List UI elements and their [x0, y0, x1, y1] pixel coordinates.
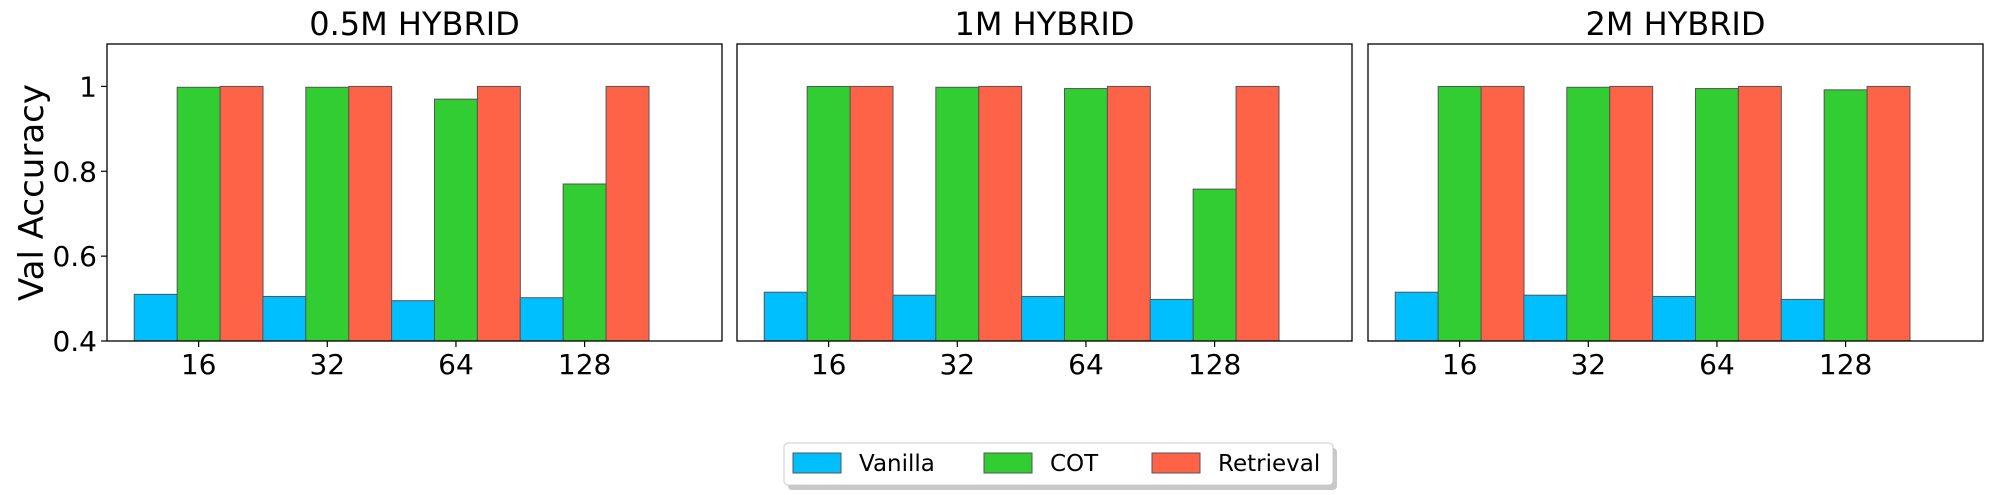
bar-vanilla-32: [1523, 294, 1568, 342]
x-tick-label: 16: [1442, 348, 1478, 381]
bar-cot-64: [1063, 88, 1108, 342]
bar-vanilla-64: [391, 300, 435, 342]
bar-vanilla-32: [262, 295, 307, 342]
bar-retrieval-128: [605, 85, 650, 342]
bar-retrieval-128: [1866, 85, 1911, 342]
bar-cot-16: [1437, 85, 1482, 342]
bar-cot-128: [1823, 89, 1868, 342]
bar-retrieval-32: [1609, 85, 1654, 342]
bar-cot-128: [562, 183, 607, 342]
bar-vanilla-16: [133, 293, 178, 342]
bar-cot-64: [1694, 88, 1739, 342]
bar-vanilla-128: [519, 297, 564, 342]
bar-vanilla-16: [1394, 291, 1439, 342]
legend-label-retrieval: Retrieval: [1218, 451, 1320, 477]
legend-label-cot: COT: [1050, 451, 1099, 477]
bar-retrieval-16: [1480, 85, 1525, 342]
bar-vanilla-64: [1652, 295, 1696, 342]
x-tick-label: 64: [438, 348, 474, 381]
plot-frame: [736, 43, 1353, 342]
legend-swatch-cot: [983, 452, 1033, 474]
chart-title: 0.5M HYBRID: [309, 5, 520, 43]
bar-retrieval-64: [1737, 85, 1782, 342]
x-tick-label: 32: [309, 348, 345, 381]
chart-panel-2: 1M HYBRID 16 32 64 128: [736, 5, 1353, 381]
x-tick-label: 128: [1188, 348, 1241, 381]
bar-cot-16: [176, 86, 221, 342]
x-tick-label: 64: [1699, 348, 1735, 381]
chart-panel-1: 0.5M HYBRID 16 32 64 128 0.4 0.6 0.8 1 Val Accura…: [12, 5, 723, 381]
legend: Vanilla COT Retrieval: [783, 442, 1337, 490]
y-tick-label: 0.6: [52, 240, 97, 273]
plot-frame: [106, 43, 723, 342]
bar-vanilla-128: [1149, 298, 1194, 342]
x-tick-label: 64: [1068, 348, 1104, 381]
plot-frame: [1367, 43, 1984, 342]
bar-vanilla-64: [1021, 295, 1065, 342]
x-tick-label: 32: [939, 348, 975, 381]
x-tick-label: 128: [1819, 348, 1872, 381]
bar-retrieval-32: [348, 85, 393, 342]
bar-retrieval-16: [849, 85, 894, 342]
x-tick-label: 32: [1570, 348, 1606, 381]
y-tick-label: 0.8: [52, 155, 97, 188]
bar-cot-32: [305, 86, 350, 342]
bar-vanilla-128: [1780, 298, 1825, 342]
bar-cot-32: [935, 86, 980, 342]
legend-swatch-vanilla: [792, 452, 842, 474]
bar-vanilla-32: [892, 294, 937, 342]
x-tick-label: 128: [558, 348, 611, 381]
x-tick-label: 16: [181, 348, 217, 381]
bar-retrieval-64: [476, 85, 521, 342]
y-tick-label: 0.4: [52, 325, 97, 358]
chart-title: 2M HYBRID: [1585, 5, 1765, 43]
bar-retrieval-32: [978, 85, 1023, 342]
y-axis-label: Val Accuracy: [12, 84, 52, 301]
bar-retrieval-16: [219, 85, 264, 342]
bar-retrieval-128: [1235, 85, 1280, 342]
bar-cot-16: [806, 85, 851, 342]
x-tick-label: 16: [811, 348, 847, 381]
chart-panel-3: 2M HYBRID 16 32 64 128: [1367, 5, 1984, 381]
legend-label-vanilla: Vanilla: [859, 451, 935, 477]
legend-swatch-retrieval: [1151, 452, 1201, 474]
bar-cot-32: [1566, 86, 1611, 342]
chart-title: 1M HYBRID: [954, 5, 1134, 43]
y-tick-label: 1: [79, 70, 97, 103]
bar-retrieval-64: [1106, 85, 1151, 342]
bar-cot-64: [433, 98, 478, 342]
bar-cot-128: [1192, 188, 1237, 342]
bar-vanilla-16: [763, 291, 808, 342]
